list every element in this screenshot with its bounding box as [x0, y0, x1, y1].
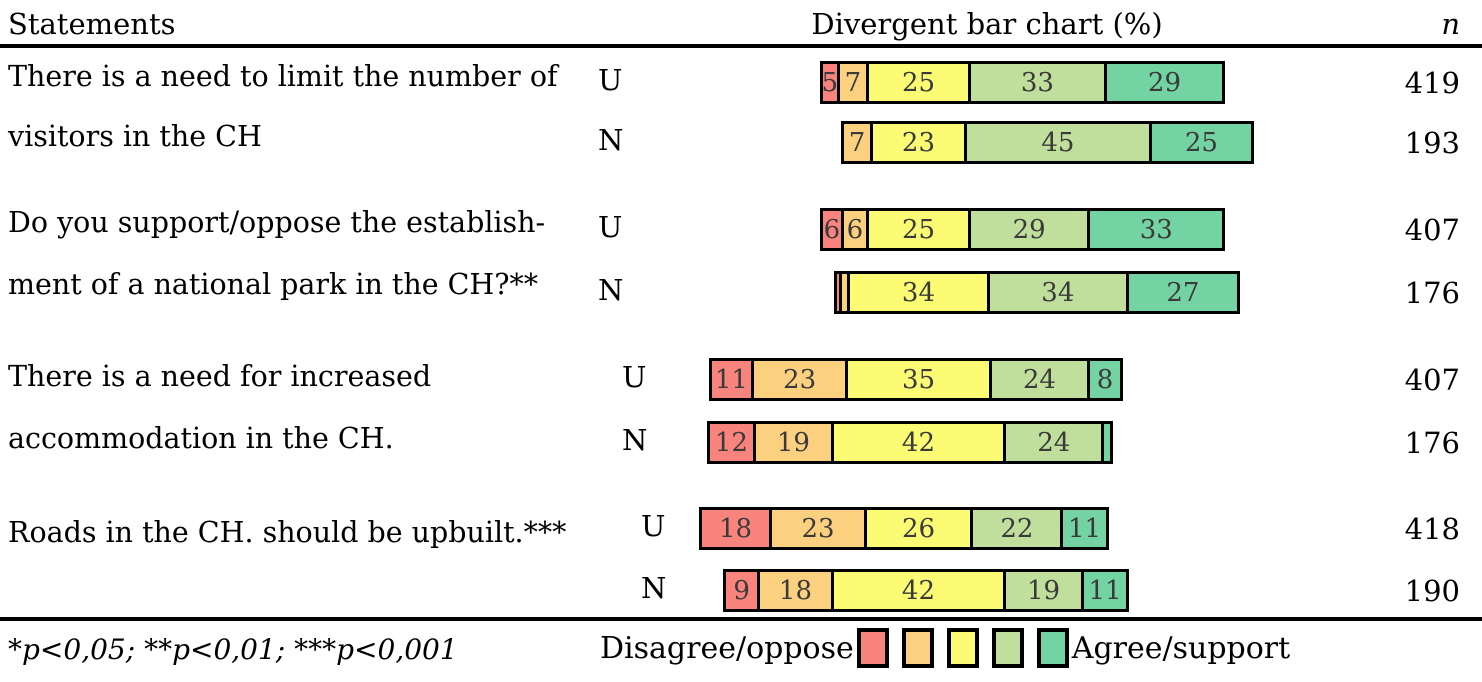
bar-segment-orange: 18: [757, 569, 834, 612]
legend-swatch-red: [856, 628, 889, 668]
column-header-n: n: [1441, 7, 1460, 41]
legend-swatch-yellow: [946, 628, 979, 668]
likert-bar-U: 11 23 35 24 8: [708, 358, 1123, 401]
statement-text: Roads in the CH. should be upbuilt.***: [8, 516, 567, 549]
bar-segment-orange: 23: [769, 507, 867, 550]
bar-segment-light-green: 34: [986, 271, 1130, 314]
n-value: 418: [1404, 512, 1460, 546]
bar-segment-yellow: 42: [830, 421, 1007, 464]
bar-segment-yellow: 35: [845, 358, 992, 401]
statement-text: ment of a national park in the CH?**: [8, 268, 539, 301]
statement-text: Do you support/oppose the establish-: [8, 206, 546, 239]
bar-segment-light-green: 19: [1003, 569, 1084, 612]
bar-segment-red: 9: [723, 569, 761, 612]
n-value: 176: [1404, 276, 1460, 310]
bar-segment-green: 27: [1126, 271, 1240, 314]
bar-segment-yellow: 42: [830, 569, 1007, 612]
bar-segment-orange: 23: [750, 358, 849, 401]
statement-text: There is a need for increased: [8, 360, 432, 393]
bar-segment-yellow: 26: [863, 507, 974, 550]
bar-segment-light-green: 24: [1003, 421, 1105, 464]
legend-left-label: Disagree/oppose: [600, 630, 854, 666]
row-label-U: U: [622, 360, 647, 394]
row-label-U: U: [598, 63, 623, 97]
bar-segment-green: 33: [1087, 208, 1226, 251]
bar-segment-green: 11: [1060, 507, 1109, 550]
bar-segment-green: 8: [1087, 358, 1123, 401]
likert-bar-N: 9 18 42 19 11: [723, 569, 1130, 612]
n-value: 407: [1404, 213, 1460, 247]
row-label-U: U: [598, 210, 623, 244]
bar-segment-light-green: 45: [964, 121, 1152, 164]
row-label-N: N: [622, 423, 648, 457]
header-rule: [0, 44, 1482, 48]
legend-right-label: Agree/support: [1071, 630, 1291, 666]
bar-segment-yellow: 25: [865, 61, 972, 104]
bar-segment-yellow: 34: [847, 271, 990, 314]
likert-bar-N: 7 23 45 25: [841, 121, 1255, 164]
likert-bar-U: 5 7 25 33 29: [819, 61, 1226, 104]
likert-bar-U: 6 6 25 29 33: [819, 208, 1226, 251]
likert-bar-N: 12 19 42 24: [706, 421, 1113, 464]
n-value: 407: [1404, 363, 1460, 397]
bar-segment-light-green: 24: [988, 358, 1091, 401]
bar-segment-green: 25: [1148, 121, 1255, 164]
bar-segment-light-green: 22: [970, 507, 1064, 550]
bar-segment-orange: 7: [837, 61, 869, 104]
significance-note: *p<0,05; **p<0,01; ***p<0,001: [8, 633, 458, 666]
bar-segment-orange: 7: [841, 121, 873, 164]
statement-text: visitors in the CH: [8, 120, 262, 153]
n-value: 190: [1404, 574, 1460, 608]
row-label-U: U: [641, 509, 666, 543]
row-label-N: N: [641, 571, 667, 605]
bar-segment-green: [1101, 421, 1113, 464]
n-value: 193: [1404, 126, 1460, 160]
bar-segment-green: 11: [1080, 569, 1130, 612]
bar-segment-green: 29: [1103, 61, 1226, 104]
n-value: 419: [1404, 66, 1460, 100]
likert-bar-N: 34 34 27: [833, 271, 1240, 314]
bar-segment-light-green: 29: [968, 208, 1091, 251]
likert-bar-U: 18 23 26 22 11: [698, 507, 1109, 550]
statement-text: accommodation in the CH.: [8, 422, 394, 455]
bar-segment-red: 18: [698, 507, 773, 550]
n-value: 176: [1404, 426, 1460, 460]
legend-swatch-orange: [901, 628, 934, 668]
bar-segment-yellow: 23: [869, 121, 968, 164]
statement-text: There is a need to limit the number of: [8, 60, 558, 93]
legend: Disagree/oppose Agree/support: [600, 628, 1290, 668]
footer-rule: [0, 617, 1482, 621]
row-label-N: N: [598, 273, 624, 307]
bar-segment-yellow: 25: [865, 208, 972, 251]
bar-segment-red: 11: [708, 358, 754, 401]
bar-segment-orange: 6: [841, 208, 869, 251]
bar-segment-light-green: 33: [968, 61, 1107, 104]
bar-segment-orange: 19: [752, 421, 834, 464]
row-label-N: N: [598, 123, 624, 157]
legend-swatch-green: [1036, 628, 1069, 668]
bar-segment-red: 12: [706, 421, 756, 464]
column-header-statements: Statements: [8, 7, 176, 41]
legend-swatch-light-green: [991, 628, 1024, 668]
column-header-chart: Divergent bar chart (%): [811, 7, 1163, 41]
